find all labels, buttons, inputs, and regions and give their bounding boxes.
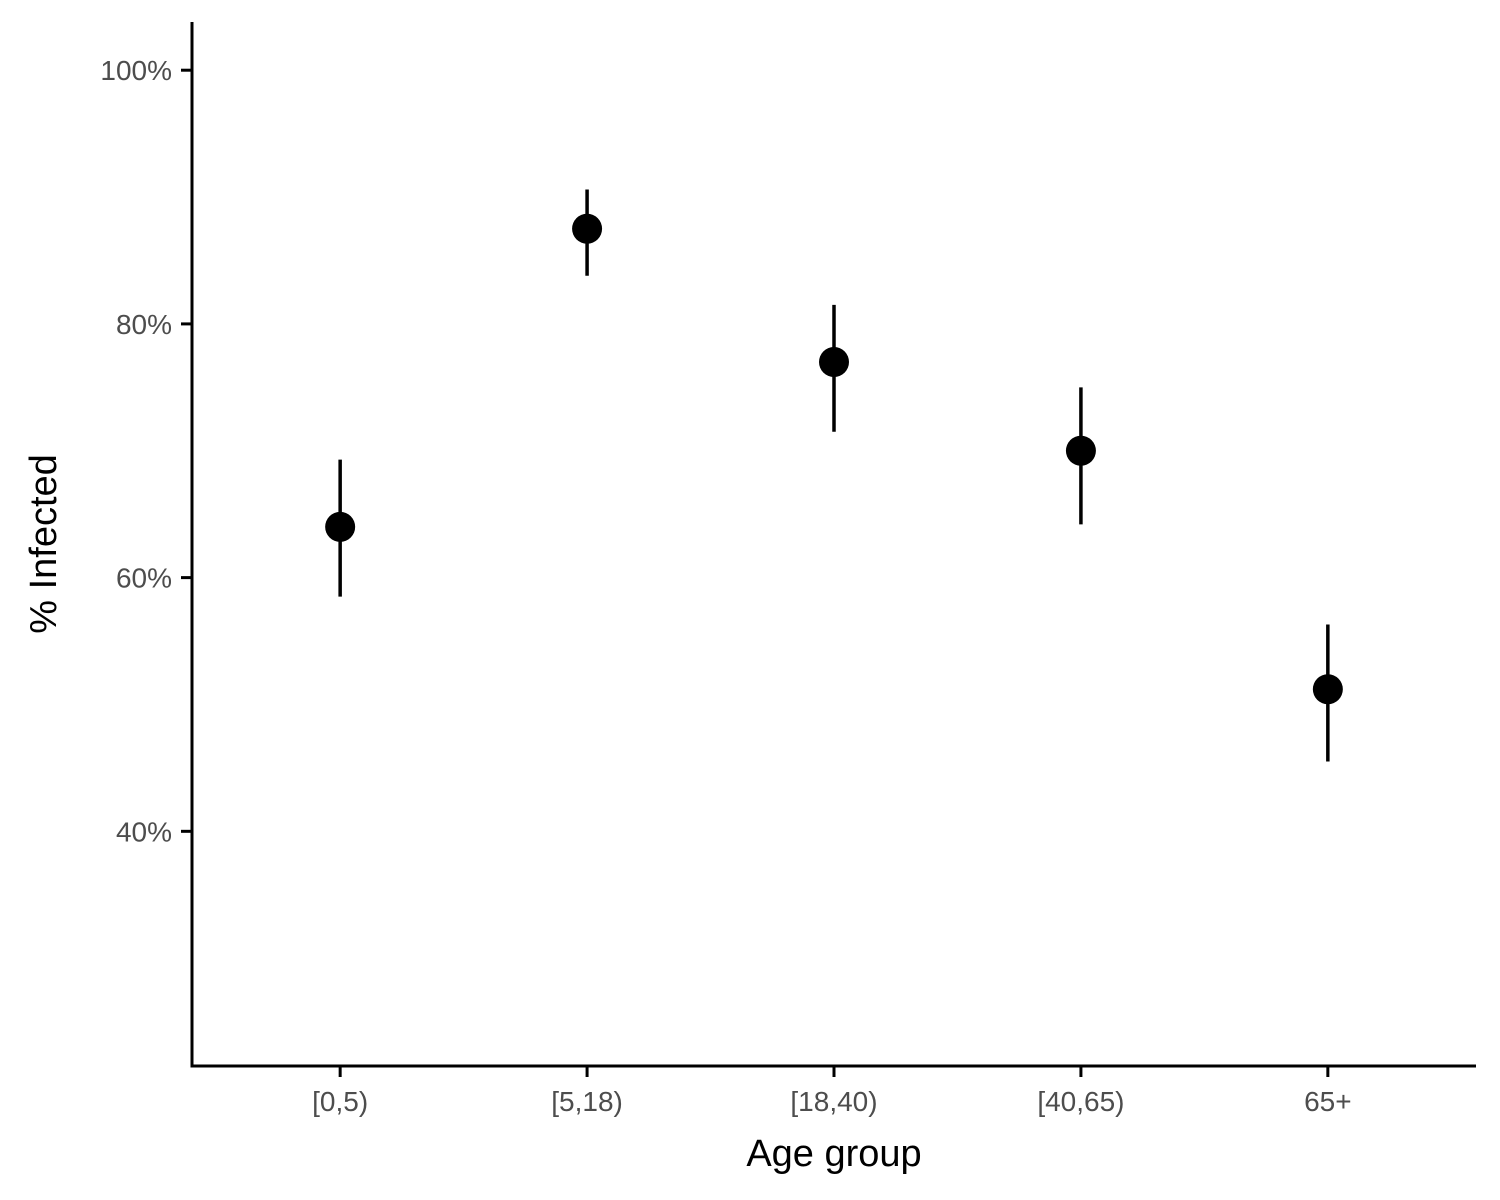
y-tick-label: 100% <box>100 55 172 86</box>
x-tick-label: [5,18) <box>551 1086 623 1117</box>
y-tick-label: 40% <box>116 816 172 847</box>
y-axis-title: % Infected <box>23 454 65 634</box>
y-tick-label: 60% <box>116 563 172 594</box>
x-tick-label: [18,40) <box>790 1086 877 1117</box>
data-point <box>1065 435 1096 466</box>
data-point <box>1312 674 1343 705</box>
x-axis-ticks: [0,5) [5,18) [18,40) [40,65) 65+ <box>312 1066 1352 1117</box>
x-tick-label: 65+ <box>1304 1086 1352 1117</box>
y-axis-ticks: 40% 60% 80% 100% <box>100 55 192 847</box>
x-tick-label: [40,65) <box>1037 1086 1124 1117</box>
data-point <box>819 346 849 377</box>
y-tick-label: 80% <box>116 309 172 340</box>
data-point <box>325 511 356 542</box>
plot-area <box>325 189 1343 762</box>
x-axis-title: Age group <box>746 1133 921 1175</box>
x-tick-label: [0,5) <box>312 1086 368 1117</box>
data-point <box>572 213 603 244</box>
